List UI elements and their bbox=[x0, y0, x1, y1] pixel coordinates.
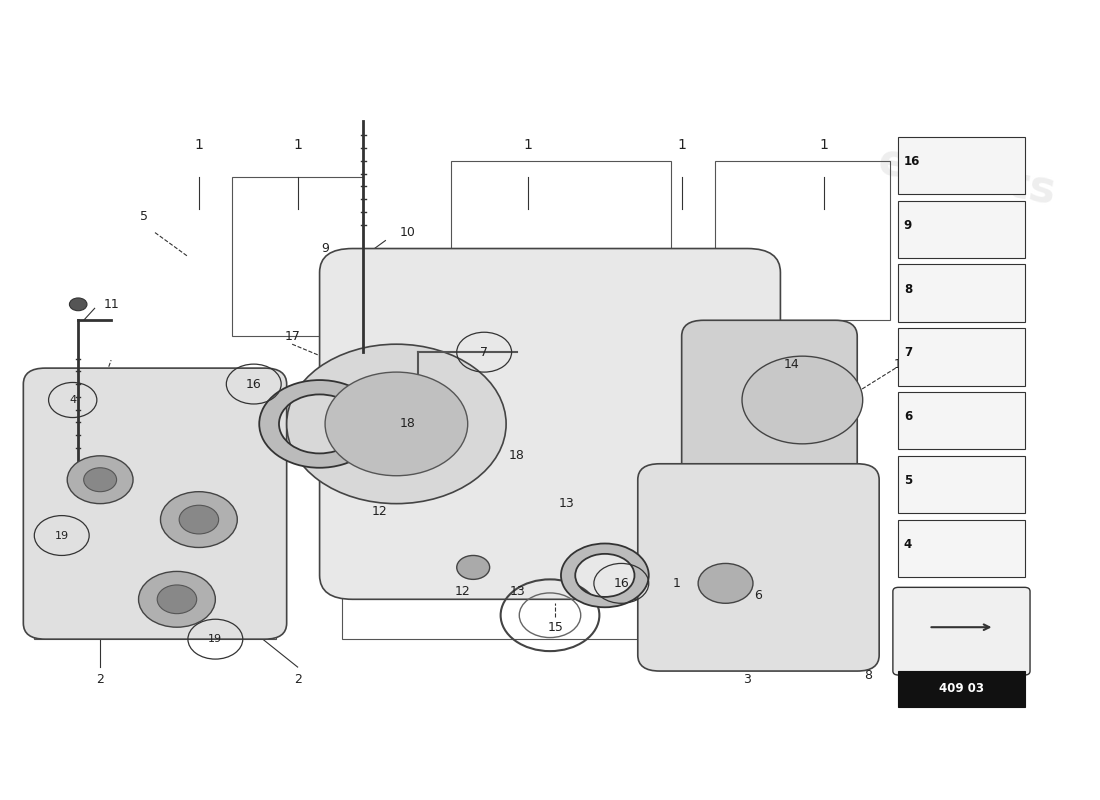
FancyBboxPatch shape bbox=[320, 249, 780, 599]
Bar bbox=[232, 177, 363, 336]
Text: 1: 1 bbox=[195, 138, 204, 152]
Text: 1: 1 bbox=[524, 138, 532, 152]
Text: 1: 1 bbox=[820, 138, 828, 152]
Text: 2: 2 bbox=[294, 673, 301, 686]
Bar bbox=[899, 456, 1024, 514]
Circle shape bbox=[742, 356, 862, 444]
Bar bbox=[899, 265, 1024, 322]
Bar bbox=[899, 671, 1024, 707]
Circle shape bbox=[139, 571, 216, 627]
Text: 9: 9 bbox=[904, 219, 912, 232]
Text: 2: 2 bbox=[96, 673, 104, 686]
Bar bbox=[341, 464, 649, 639]
Text: 4: 4 bbox=[69, 395, 76, 405]
Circle shape bbox=[287, 344, 506, 504]
Text: 18: 18 bbox=[399, 418, 416, 430]
FancyBboxPatch shape bbox=[23, 368, 287, 639]
Text: 3: 3 bbox=[744, 673, 751, 686]
Text: 14: 14 bbox=[783, 358, 800, 370]
Text: 16: 16 bbox=[246, 378, 262, 390]
Text: 16: 16 bbox=[904, 155, 921, 168]
Circle shape bbox=[161, 492, 238, 547]
Bar bbox=[899, 392, 1024, 450]
Bar bbox=[899, 201, 1024, 258]
Text: 14: 14 bbox=[893, 358, 909, 370]
Text: 12: 12 bbox=[454, 585, 470, 598]
Text: 9: 9 bbox=[321, 242, 329, 255]
Text: 12: 12 bbox=[372, 505, 388, 518]
Text: 409 03: 409 03 bbox=[939, 682, 984, 695]
Text: 19: 19 bbox=[208, 634, 222, 644]
Text: 4: 4 bbox=[904, 538, 912, 550]
Text: 15: 15 bbox=[548, 621, 563, 634]
Text: 11: 11 bbox=[103, 298, 119, 311]
FancyBboxPatch shape bbox=[893, 587, 1030, 675]
Circle shape bbox=[326, 372, 468, 476]
Circle shape bbox=[69, 298, 87, 310]
Text: 6: 6 bbox=[904, 410, 912, 423]
Text: 8: 8 bbox=[904, 282, 912, 296]
Circle shape bbox=[456, 555, 490, 579]
Text: 1: 1 bbox=[672, 577, 680, 590]
Text: 17: 17 bbox=[284, 330, 300, 342]
FancyBboxPatch shape bbox=[682, 320, 857, 480]
Text: 5: 5 bbox=[904, 474, 912, 487]
Circle shape bbox=[67, 456, 133, 504]
Bar bbox=[451, 161, 671, 320]
Text: 1: 1 bbox=[294, 138, 302, 152]
Text: 1: 1 bbox=[678, 138, 686, 152]
Circle shape bbox=[698, 563, 754, 603]
Text: 8: 8 bbox=[865, 669, 872, 682]
Bar bbox=[899, 328, 1024, 386]
FancyBboxPatch shape bbox=[638, 464, 879, 671]
Text: 13: 13 bbox=[559, 497, 574, 510]
Bar bbox=[899, 519, 1024, 577]
Text: 18: 18 bbox=[509, 450, 525, 462]
Text: 7: 7 bbox=[481, 346, 488, 358]
Bar bbox=[34, 384, 276, 639]
Circle shape bbox=[157, 585, 197, 614]
Text: e-parts: e-parts bbox=[874, 140, 1059, 214]
Text: 10: 10 bbox=[399, 226, 416, 239]
Text: 16: 16 bbox=[614, 577, 629, 590]
Circle shape bbox=[179, 506, 219, 534]
Circle shape bbox=[84, 468, 117, 492]
Text: 13: 13 bbox=[509, 585, 525, 598]
Text: 6: 6 bbox=[755, 589, 762, 602]
Text: a passion for parts since 1985: a passion for parts since 1985 bbox=[385, 411, 715, 580]
Text: 5: 5 bbox=[140, 210, 148, 223]
Text: 19: 19 bbox=[55, 530, 69, 541]
Text: 7: 7 bbox=[904, 346, 912, 359]
Bar bbox=[899, 137, 1024, 194]
Bar bbox=[715, 161, 890, 320]
